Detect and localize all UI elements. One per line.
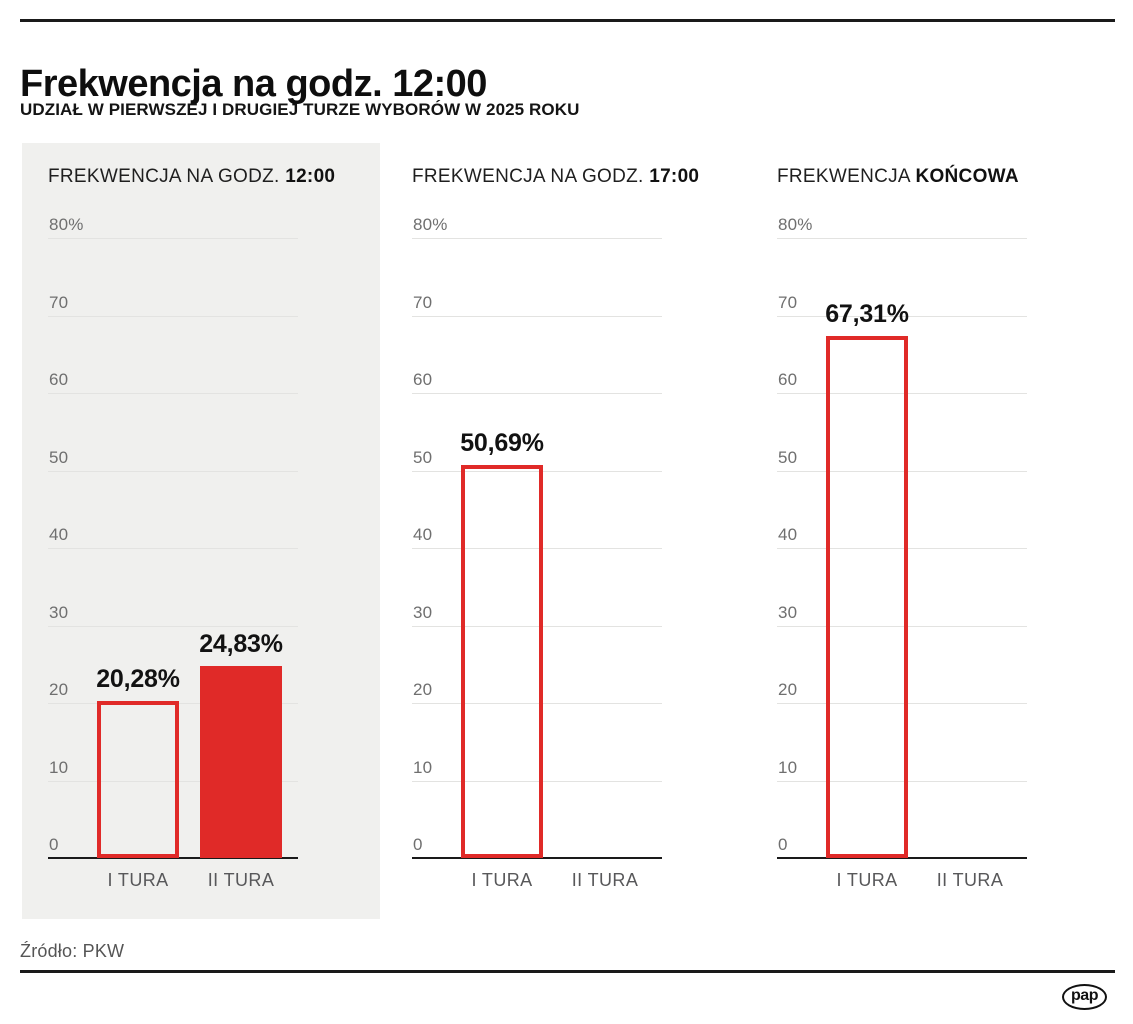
y-tick-label-70: 70 [778, 292, 798, 312]
gridline-40 [48, 548, 298, 549]
gridline-70 [777, 315, 1027, 317]
y-tick-label-0: 0 [778, 835, 788, 854]
category-label-ii-tura: II TURA [207, 870, 275, 890]
value-label-i-tura: 20,28% [96, 664, 180, 693]
chart-2-title: FREKWENCJA NA GODZ. 17:00 [412, 166, 699, 188]
gridline-30 [412, 625, 662, 627]
bar-ii-tura [200, 665, 282, 858]
category-label-i-tura: I TURA [107, 870, 169, 890]
chart-3-title-regular: FREKWENCJA [777, 166, 916, 187]
gridline-30 [777, 625, 1027, 627]
pap-logo-text: pap [1071, 987, 1098, 1004]
gridline-40 [412, 548, 662, 549]
gridline-80 [48, 238, 298, 239]
y-tick-label-10: 10 [49, 757, 69, 777]
y-tick-label-80: 80% [413, 215, 448, 234]
gridline-50 [412, 470, 662, 472]
y-tick-label-20: 20 [413, 680, 433, 699]
gridline-20 [777, 703, 1027, 704]
y-tick-label-30: 30 [49, 602, 69, 622]
y-tick-label-60: 60 [49, 370, 69, 389]
y-tick-label-0: 0 [49, 835, 59, 854]
page-title: Frekwencja na godz. 12:00 [20, 63, 487, 106]
y-tick-label-20: 20 [49, 680, 69, 699]
gridline-10 [412, 780, 662, 782]
gridline-60 [48, 393, 298, 394]
bottom-divider [20, 970, 1115, 973]
y-tick-label-70: 70 [413, 292, 433, 312]
gridline-50 [777, 470, 1027, 472]
bar-i-tura [826, 336, 908, 858]
bar-i-tura [461, 465, 543, 858]
chart-1-plot: 0 10 20 30 40 50 60 70 80% 20,28% 24,83% [48, 216, 298, 859]
chart-1-title: FREKWENCJA NA GODZ. 12:00 [48, 166, 335, 188]
y-tick-label-70: 70 [49, 292, 69, 312]
value-label-i-tura: 67,31% [825, 300, 909, 329]
x-axis-line [777, 857, 1027, 859]
y-tick-label-60: 60 [413, 370, 433, 389]
y-tick-label-50: 50 [49, 447, 69, 467]
y-tick-label-10: 10 [778, 757, 798, 777]
x-axis-line [412, 857, 662, 859]
category-label-i-tura: I TURA [471, 870, 533, 890]
y-tick-label-0: 0 [413, 835, 423, 854]
pap-logo: pap [1062, 984, 1107, 1010]
chart-1-title-regular: FREKWENCJA NA GODZ. [48, 166, 286, 187]
category-label-ii-tura: II TURA [571, 870, 639, 890]
value-label-i-tura: 50,69% [460, 429, 544, 458]
chart-3-title-bold: KOŃCOWA [915, 166, 1019, 187]
y-tick-label-40: 40 [49, 525, 69, 544]
y-tick-label-30: 30 [413, 602, 433, 622]
chart-1-title-bold: 12:00 [285, 166, 336, 187]
y-tick-label-10: 10 [413, 757, 433, 777]
page-subtitle: UDZIAŁ W PIERWSZEJ I DRUGIEJ TURZE WYBOR… [20, 100, 580, 119]
category-label-i-tura: I TURA [836, 870, 898, 890]
gridline-30 [48, 625, 298, 627]
gridline-50 [48, 470, 298, 472]
chart-3-title: FREKWENCJA KOŃCOWA [777, 166, 1019, 188]
gridline-70 [48, 315, 298, 317]
chart-2-title-regular: FREKWENCJA NA GODZ. [412, 166, 650, 187]
gridline-40 [777, 548, 1027, 549]
y-tick-label-60: 60 [778, 370, 798, 389]
source-note: Źródło: PKW [20, 941, 125, 961]
gridline-10 [48, 780, 298, 782]
y-tick-label-20: 20 [778, 680, 798, 699]
gridline-20 [412, 703, 662, 704]
chart-3-plot: 0 10 20 30 40 50 60 70 80% 67,31% [777, 216, 1027, 859]
chart-2-title-bold: 17:00 [649, 166, 700, 187]
gridline-70 [412, 315, 662, 317]
y-tick-label-80: 80% [49, 215, 84, 234]
x-axis-line [48, 857, 298, 859]
top-divider [20, 19, 1115, 22]
y-tick-label-50: 50 [778, 447, 798, 467]
gridline-60 [412, 393, 662, 394]
y-tick-label-50: 50 [413, 447, 433, 467]
gridline-60 [777, 393, 1027, 394]
gridline-80 [777, 238, 1027, 239]
y-tick-label-40: 40 [778, 525, 798, 544]
gridline-10 [777, 780, 1027, 782]
gridline-80 [412, 238, 662, 239]
bar-i-tura [97, 700, 179, 858]
y-tick-label-40: 40 [413, 525, 433, 544]
chart-2-plot: 0 10 20 30 40 50 60 70 80% 50,69% [412, 216, 662, 859]
y-tick-label-30: 30 [778, 602, 798, 622]
category-label-ii-tura: II TURA [936, 870, 1004, 890]
y-tick-label-80: 80% [778, 215, 813, 234]
value-label-ii-tura: 24,83% [199, 629, 283, 658]
